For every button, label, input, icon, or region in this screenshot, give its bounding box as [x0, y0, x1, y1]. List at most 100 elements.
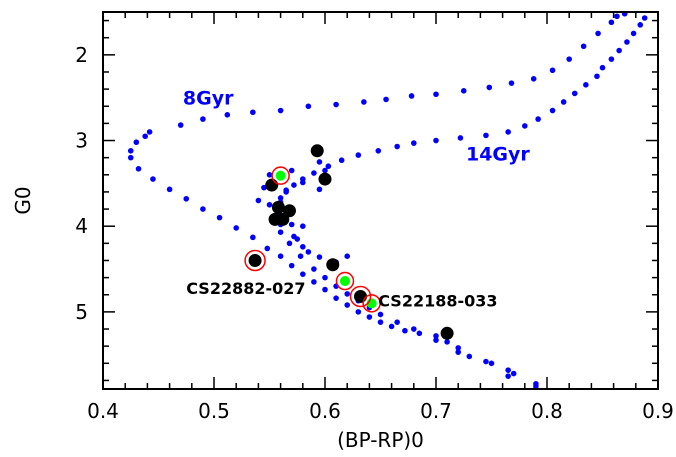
isochrone-point [433, 91, 439, 98]
isochrone-point [200, 206, 206, 212]
isochrone-point [433, 137, 439, 144]
isochrone-point [624, 39, 630, 45]
isochrone-point [355, 309, 362, 315]
isochrone-point [266, 171, 273, 178]
isochrone-point [377, 311, 384, 318]
isochrone-point [224, 112, 231, 118]
isochrone-point [277, 229, 284, 236]
isochrone-point [264, 245, 271, 252]
isochrone-point [200, 116, 206, 122]
text-labels: 0.4 0.5 0.6 0.7 0.8 0.9 2 3 4 5 8Gyr 14Gyr CS22882-0… [75, 43, 674, 423]
star-point [440, 326, 454, 340]
isochrone-point [133, 139, 140, 146]
isochrone-point [455, 345, 462, 351]
isochrone-point [288, 262, 295, 269]
isochrone-label: 8Gyr [183, 88, 234, 110]
isochrone-point [316, 254, 323, 260]
isochrone-point [300, 179, 306, 186]
isochrone-point [411, 140, 417, 146]
isochrone-point [344, 253, 351, 259]
isochrone-point [344, 302, 351, 308]
highlight-ring [244, 249, 266, 272]
isochrone-point [614, 13, 620, 20]
isochrone-point [549, 67, 556, 74]
data-points [127, 10, 648, 390]
isochrone-point [297, 253, 304, 259]
isochrone-point [571, 90, 578, 97]
isochrone-point [150, 176, 156, 182]
y-tick-label: 5 [75, 300, 88, 324]
isochrone-point [311, 266, 317, 272]
isochrone-point [641, 15, 648, 21]
highlight-ring [271, 166, 290, 185]
isochrone-point [433, 337, 439, 343]
isochrone-point [277, 253, 284, 259]
isochrone-point [533, 381, 539, 387]
isochrone-point [394, 319, 400, 325]
x-axis-label: (BP-RP)0 [337, 428, 424, 452]
isochrone-point [333, 295, 339, 301]
y-tick-label: 2 [75, 43, 88, 67]
isochrone-point [142, 133, 148, 140]
isochrone-point [305, 249, 312, 255]
isochrone-point [583, 82, 589, 88]
isochrone-point [311, 170, 317, 176]
isochrone-point [408, 93, 415, 99]
star-annotation: CS22188-033 [378, 292, 497, 311]
isochrone-point [411, 326, 417, 332]
isochrone-point [599, 64, 606, 71]
isochrone-point [333, 101, 339, 108]
y-axis-label: G0 [11, 186, 35, 214]
isochrone-point [135, 165, 142, 172]
isochrone-point [294, 236, 301, 242]
isochrone-point [233, 225, 239, 231]
isochrone-point [508, 80, 515, 86]
isochrone-point [250, 109, 256, 116]
isochrone-point [177, 122, 184, 128]
isochrone-point [311, 279, 317, 285]
isochrone-point [594, 73, 600, 80]
isochrone-point [316, 159, 323, 165]
isochrone-point [300, 271, 306, 277]
isochrone-point [466, 353, 473, 360]
isochrone-point [580, 43, 587, 50]
highlight-point [339, 276, 350, 287]
isochrone-point [444, 339, 450, 345]
star-point [310, 144, 324, 158]
star-point [265, 178, 279, 192]
isochrone-point [486, 84, 493, 91]
isochrone-point [291, 182, 297, 188]
isochrone-point [394, 143, 400, 150]
isochrone-point [549, 107, 556, 114]
isochrone-point [322, 167, 328, 174]
isochrone-point [505, 367, 511, 373]
isochrone-point [288, 221, 295, 228]
star-point [326, 258, 340, 272]
isochrone-point [460, 88, 467, 94]
isochrone-label: 14Gyr [466, 143, 530, 165]
isochrone-point [300, 223, 306, 230]
isochrone-point [361, 99, 367, 105]
isochrone-point [322, 286, 328, 293]
highlight-ring [335, 271, 355, 291]
x-tick-label: 0.9 [642, 399, 674, 423]
isochrone-point [283, 187, 289, 194]
isochrone-point [402, 327, 408, 334]
isochrone-point [388, 323, 395, 330]
isochrone-point [127, 148, 134, 154]
isochrone-point [510, 370, 517, 377]
isochrone-point [300, 243, 306, 250]
x-tick-label: 0.8 [531, 399, 563, 423]
isochrone-point [277, 107, 284, 114]
isochrone-point [505, 373, 511, 379]
star-point [282, 204, 296, 218]
isochrone-point [305, 103, 312, 110]
isochrone-point [566, 56, 572, 62]
isochrone-point [288, 167, 295, 174]
isochrone-point [127, 154, 134, 161]
y-tick-label: 3 [75, 129, 88, 153]
isochrone-point [535, 116, 541, 122]
isochrone-point [595, 30, 601, 37]
isochrone-point [483, 132, 489, 139]
